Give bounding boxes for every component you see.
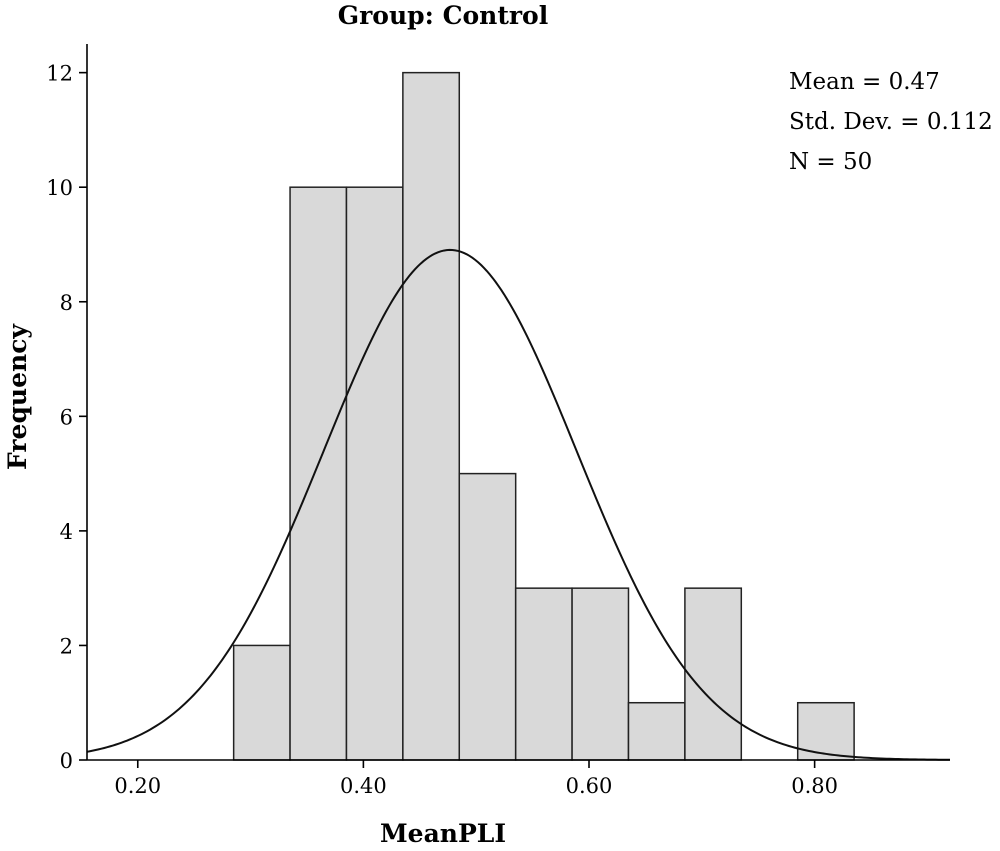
x-tick-label: 0.80 <box>791 774 838 798</box>
histogram-bar-9 <box>684 587 743 761</box>
normal-curve-layer <box>86 248 951 761</box>
y-tick-label: 0 <box>60 749 73 773</box>
y-axis-label: Frequency <box>3 323 32 470</box>
histogram-bar-6 <box>514 587 573 761</box>
x-tick-label: 0.20 <box>114 774 161 798</box>
histogram-bar-8 <box>627 701 686 761</box>
x-tick-label: 0.60 <box>566 774 613 798</box>
histogram-bar-1 <box>232 644 291 761</box>
histogram-bar-5 <box>458 472 517 761</box>
y-tick-label: 4 <box>60 520 73 544</box>
x-tick-label: 0.40 <box>340 774 387 798</box>
y-tick-label: 6 <box>60 405 73 429</box>
x-axis-label: MeanPLI <box>380 819 506 848</box>
y-tick-label: 8 <box>60 291 73 315</box>
histogram-bar-4 <box>402 71 461 761</box>
stat-mean: Mean = 0.47 <box>789 69 940 95</box>
chart-title: Group: Control <box>338 1 548 30</box>
stat-std-dev: Std. Dev. = 0.112 <box>789 109 993 135</box>
y-tick-label: 10 <box>46 176 73 200</box>
stat-n: N = 50 <box>789 149 872 175</box>
histogram-bar-7 <box>571 587 630 761</box>
statistics-box: Mean = 0.47 Std. Dev. = 0.112 N = 50 <box>789 69 993 175</box>
x-axis-ticks: 0.20 0.40 0.60 0.80 <box>114 760 838 798</box>
histogram-bar-10 <box>796 701 855 761</box>
histogram-bars <box>232 71 855 761</box>
normal-curve <box>86 248 951 761</box>
y-tick-label: 12 <box>46 62 73 86</box>
y-axis-ticks: 0 2 4 6 8 10 12 <box>46 62 87 773</box>
histogram-bar-3 <box>345 186 404 761</box>
histogram-bar-2 <box>289 186 348 761</box>
y-tick-label: 2 <box>60 634 73 658</box>
